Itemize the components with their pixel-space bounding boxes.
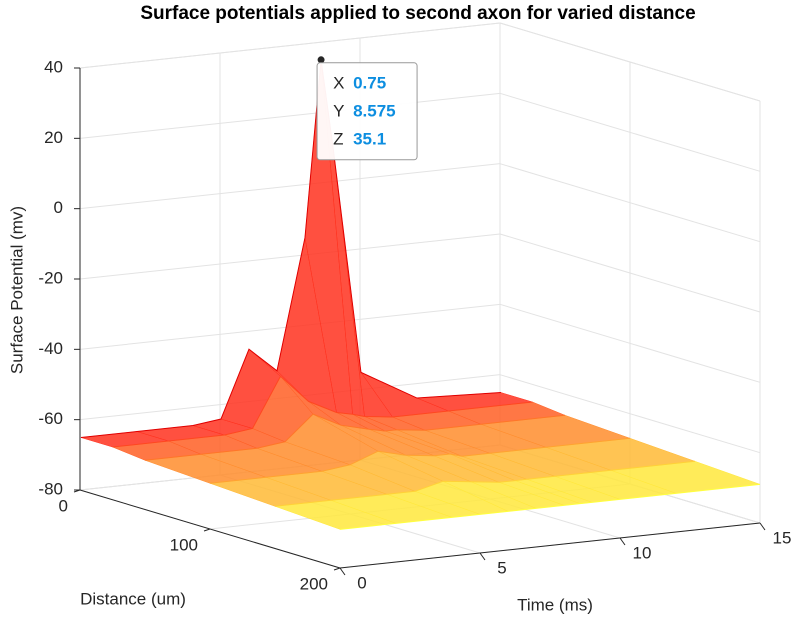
datatip-label: Y — [333, 101, 344, 120]
tick-mark — [339, 567, 346, 576]
y-tick-label: 100 — [170, 535, 198, 554]
datatip-value: 35.1 — [353, 129, 386, 148]
tick-mark — [73, 489, 81, 493]
tick-mark — [479, 552, 486, 561]
datatip-label: X — [333, 73, 344, 92]
z-tick-label: -40 — [38, 339, 63, 358]
x-tick-label: 10 — [633, 543, 652, 562]
tick-mark — [203, 528, 211, 532]
x-axis-label: Time (ms) — [517, 595, 593, 614]
mesh-line — [144, 413, 566, 461]
grid-line — [79, 233, 501, 280]
z-tick-label: 0 — [54, 198, 63, 217]
x-tick-label: 0 — [357, 573, 366, 592]
mesh-line — [339, 483, 761, 530]
datatip-label: Z — [333, 129, 343, 148]
tick-mark — [333, 567, 341, 571]
datatip-box — [316, 62, 418, 161]
z-tick-label: -20 — [38, 268, 63, 287]
datatip-value: 0.75 — [353, 73, 386, 92]
datatip-value: 8.575 — [353, 101, 396, 120]
grid-line — [79, 22, 501, 69]
chart-title: Surface potentials applied to second axo… — [140, 3, 695, 24]
mesh-line — [209, 437, 631, 484]
y-axis-line — [79, 489, 341, 569]
datatip-layer: X 0.75 Y 8.575 Z 35.1 — [316, 55, 418, 161]
x-tick-label: 5 — [497, 558, 506, 577]
mesh-line — [274, 460, 696, 507]
y-axis-label: Distance (um) — [80, 589, 186, 608]
grid-line — [79, 92, 501, 139]
y-tick-label: 0 — [59, 496, 68, 515]
z-tick-label: 20 — [44, 128, 63, 147]
y-tick-label: 200 — [300, 574, 328, 593]
tick-mark — [619, 537, 626, 546]
x-axis-line — [339, 522, 761, 569]
z-tick-label: 40 — [44, 57, 63, 76]
x-tick-label: 15 — [773, 528, 792, 547]
mesh-line — [112, 375, 533, 448]
grid-line — [79, 163, 501, 210]
tick-mark — [759, 522, 766, 531]
surface-layer — [80, 59, 761, 530]
z-axis-label: Surface Potential (mv) — [7, 206, 26, 374]
z-tick-label: -60 — [38, 409, 63, 428]
mesh-line — [80, 59, 502, 439]
z-tick-label: -80 — [38, 479, 63, 498]
axes-layer: -80 -60 -40 -20 0 20 40 0 5 10 15 0 100 200 — [38, 57, 791, 593]
